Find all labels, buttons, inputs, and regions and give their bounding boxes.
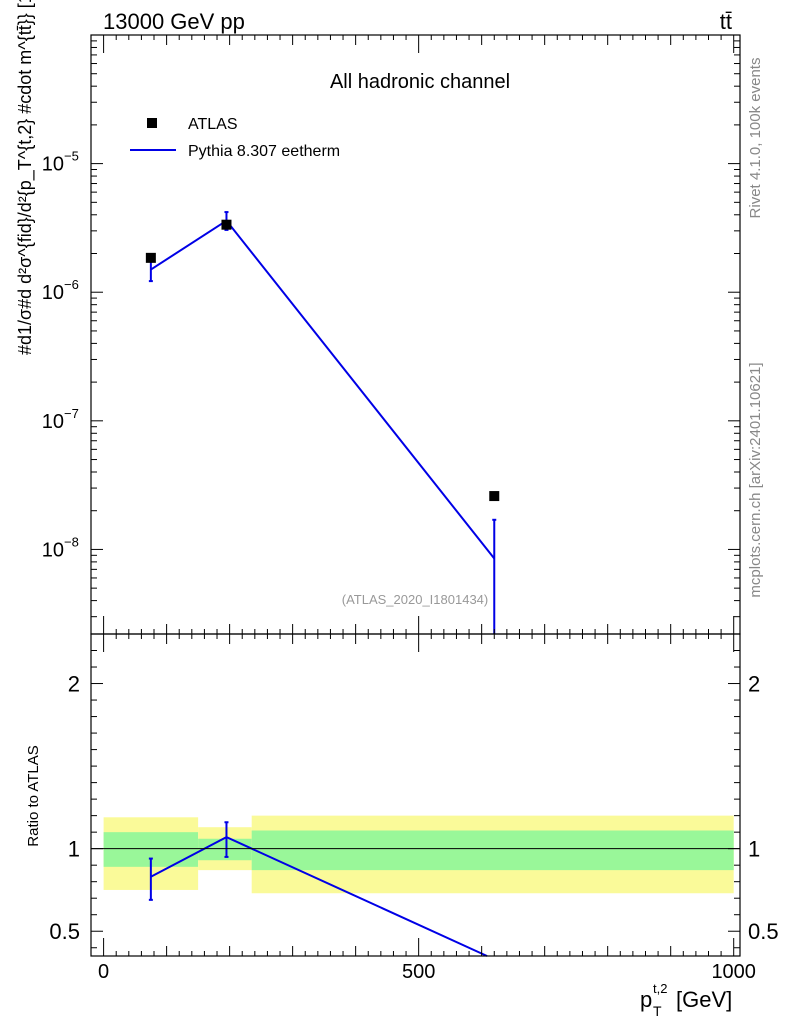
x-tick-label: 1000 — [711, 961, 756, 983]
x-axis-title-sup: t,2 — [653, 981, 667, 996]
ratio-y-tick-label: 2 — [68, 672, 80, 697]
x-axis-title-unit: [GeV] — [676, 987, 732, 1012]
ratio-y-axis-title: Ratio to ATLAS — [25, 745, 42, 846]
main-y-tick-exponent: −5 — [64, 149, 79, 164]
main-y-tick-exponent: −6 — [64, 277, 79, 292]
analysis-watermark: (ATLAS_2020_I1801434) — [342, 592, 488, 607]
axes-layer: 10−510−610−710 −80.5 0.51 12 20 500 1000 — [42, 34, 779, 983]
main-series-layer — [145, 211, 500, 634]
ratio-y-tick-label: 1 — [68, 837, 80, 862]
ratio-y-tick-label-right: 0.5 — [748, 919, 779, 944]
main-y-tick-exponent: −8 — [64, 534, 79, 549]
x-axis-title: p T t,2 [GeV] — [640, 981, 732, 1019]
atlas-data-point — [145, 252, 156, 263]
main-y-axis-label: #d1/σ#d d²σ^{fid}/d²{p_T^{t,2} #cdot m^{… — [15, 0, 36, 355]
legend-atlas-marker — [147, 118, 157, 128]
legend-pythia-label: Pythia 8.307 eetherm — [188, 143, 340, 160]
pythia-line — [150, 219, 496, 560]
main-y-tick-label: 10 — [42, 539, 64, 561]
ratio-y-tick-label-right: 2 — [748, 672, 760, 697]
x-tick-label: 500 — [402, 961, 435, 983]
ratio-panel-frame — [90, 633, 741, 957]
ratio-uncertainty-bands — [103, 815, 734, 894]
ratio-inner-band-2 — [251, 830, 734, 871]
main-y-axis-title: #d1/σ#d d²σ^{fid}/d²{p_T^{t,2} #cdot m^{… — [15, 0, 36, 355]
main-y-tick-exponent: −7 — [64, 406, 79, 421]
energy-label: 13000 GeV pp — [103, 9, 245, 34]
x-tick-label: 0 — [98, 961, 109, 983]
source-label: mcplots.cern.ch [arXiv:2401.10621] — [747, 362, 764, 597]
main-y-tick-label: 10 — [42, 154, 64, 176]
x-axis-title-p: p — [640, 987, 652, 1012]
rivet-label: Rivet 4.1.0, 100k events — [747, 58, 764, 219]
atlas-data-point — [221, 219, 232, 230]
atlas-data-point — [489, 491, 500, 502]
chart-title: All hadronic channel — [330, 71, 510, 93]
ratio-series-layer — [148, 821, 488, 957]
main-y-tick-label: 10 — [42, 282, 64, 304]
ratio-y-tick-label-right: 1 — [748, 837, 760, 862]
ratio-y-tick-label: 0.5 — [49, 919, 80, 944]
legend-atlas-label: ATLAS — [188, 116, 238, 133]
process-label: tt̄ — [720, 9, 732, 34]
x-axis-title-sub: T — [653, 1003, 662, 1019]
main-y-tick-label: 10 — [42, 411, 64, 433]
legend: ATLAS Pythia 8.307 eetherm — [130, 116, 340, 160]
